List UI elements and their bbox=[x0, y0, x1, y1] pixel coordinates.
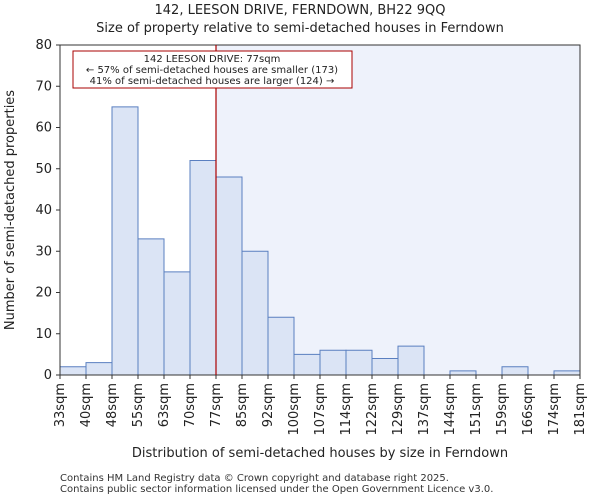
bar-107sqm bbox=[319, 349, 347, 376]
x-tick-label: 55sqm bbox=[131, 383, 146, 427]
bar-33sqm bbox=[59, 366, 87, 376]
x-tick-label: 129sqm bbox=[391, 383, 406, 436]
y-tick-label: 10 bbox=[35, 327, 52, 342]
bar-129sqm bbox=[397, 345, 425, 376]
x-tick-label: 92sqm bbox=[261, 383, 276, 427]
x-tick-label: 144sqm bbox=[443, 383, 458, 436]
x-tick-label: 85sqm bbox=[235, 383, 250, 427]
x-tick-label: 33sqm bbox=[53, 383, 68, 427]
y-tick-label: 40 bbox=[35, 203, 52, 218]
x-tick-label: 70sqm bbox=[183, 383, 198, 427]
x-tick-label: 63sqm bbox=[157, 383, 172, 427]
x-tick-label: 166sqm bbox=[521, 383, 536, 436]
x-axis-label: Distribution of semi-detached houses by … bbox=[132, 446, 508, 461]
y-tick-label: 30 bbox=[35, 244, 52, 259]
bar-144sqm bbox=[449, 370, 477, 376]
y-axis-label: Number of semi-detached properties bbox=[3, 90, 18, 330]
footer-copyright: Contains HM Land Registry data © Crown c… bbox=[60, 473, 449, 484]
bar-70sqm bbox=[189, 160, 217, 376]
bar-174sqm bbox=[553, 370, 581, 376]
x-tick-label: 137sqm bbox=[417, 383, 432, 436]
y-tick-label: 60 bbox=[35, 121, 52, 136]
bar-55sqm bbox=[137, 238, 165, 376]
y-tick-label: 0 bbox=[44, 368, 52, 383]
chart-title: 142, LEESON DRIVE, FERNDOWN, BH22 9QQ bbox=[154, 3, 446, 18]
histogram-chart: 0 10 20 30 40 50 60 70 80 33sqm 40sqm 48sqm 55sqm 63s… bbox=[3, 38, 588, 461]
annotation-title: 142 LEESON DRIVE: 77sqm bbox=[144, 54, 281, 65]
x-tick-label: 181sqm bbox=[573, 383, 588, 436]
x-tick-label: 107sqm bbox=[313, 383, 328, 436]
footer-licence: Contains public sector information licen… bbox=[60, 484, 494, 495]
x-tick-label: 114sqm bbox=[339, 383, 354, 436]
bar-114sqm bbox=[345, 349, 373, 376]
annotation-smaller: ← 57% of semi-detached houses are smalle… bbox=[86, 65, 338, 76]
y-tick-label: 50 bbox=[35, 162, 52, 177]
annotation-box bbox=[72, 50, 353, 89]
x-tick-label: 48sqm bbox=[105, 383, 120, 427]
bar-63sqm bbox=[163, 271, 191, 376]
bar-92sqm bbox=[267, 316, 295, 376]
x-tick-label: 77sqm bbox=[209, 383, 224, 427]
x-tick-label: 174sqm bbox=[547, 383, 562, 436]
x-tick-label: 122sqm bbox=[365, 383, 380, 436]
x-tick-label: 100sqm bbox=[287, 383, 302, 436]
bar-40sqm bbox=[85, 362, 113, 376]
bar-48sqm bbox=[111, 106, 139, 376]
bar-100sqm bbox=[293, 353, 321, 376]
x-tick-label: 159sqm bbox=[495, 383, 510, 436]
x-tick-label: 151sqm bbox=[469, 383, 484, 436]
x-tick-label: 40sqm bbox=[79, 383, 94, 427]
annotation-larger: 41% of semi-detached houses are larger (… bbox=[90, 76, 335, 87]
bar-159sqm bbox=[501, 366, 529, 376]
bar-122sqm bbox=[371, 358, 399, 376]
chart-subtitle: Size of property relative to semi-detach… bbox=[96, 21, 504, 36]
y-tick-label: 80 bbox=[35, 38, 52, 53]
bar-77sqm bbox=[215, 176, 243, 376]
bar-85sqm bbox=[241, 250, 269, 376]
y-tick-label: 70 bbox=[35, 79, 52, 94]
y-tick-label: 20 bbox=[35, 286, 52, 301]
